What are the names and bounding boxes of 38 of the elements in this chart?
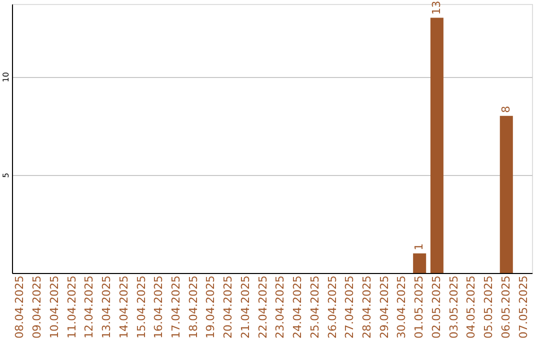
x-tick-label: 04.05.2025	[464, 276, 478, 338]
x-tick-label: 08.04.2025	[13, 276, 26, 338]
x-tick-label: 24.04.2025	[291, 276, 304, 338]
x-tick-label: 16.04.2025	[152, 276, 166, 338]
x-tick-label: 03.05.2025	[447, 276, 460, 338]
bar	[430, 18, 444, 273]
x-tick-label: 26.04.2025	[326, 276, 339, 338]
x-tick-label: 13.04.2025	[100, 276, 114, 338]
x-tick-label: 23.04.2025	[274, 276, 287, 338]
x-tick-label: 10.04.2025	[48, 276, 61, 338]
x-tick-label: 01.05.2025	[412, 276, 426, 338]
x-tick-label: 27.04.2025	[343, 276, 356, 338]
data-label: 1	[412, 243, 426, 250]
x-tick-label: 15.04.2025	[134, 276, 148, 338]
x-tick-label: 07.05.2025	[516, 276, 530, 338]
x-tick-label: 14.04.2025	[117, 276, 130, 338]
y-tick-label: 5	[2, 172, 10, 178]
x-tick-label: 09.04.2025	[30, 276, 44, 338]
x-tick-label: 11.04.2025	[65, 276, 78, 338]
x-tick-label: 22.04.2025	[256, 276, 270, 338]
data-label: 13	[430, 0, 443, 15]
y-tick-label: 10	[2, 72, 10, 82]
x-tick-label: 29.04.2025	[378, 276, 391, 338]
x-tick-label: 20.04.2025	[222, 276, 235, 338]
x-tick-label: 02.05.2025	[430, 276, 443, 338]
bar	[500, 116, 513, 273]
x-tick-label: 12.04.2025	[82, 276, 96, 338]
x-tick-label: 06.05.2025	[499, 276, 512, 338]
x-tick-label: 17.04.2025	[170, 276, 183, 338]
x-tick-label: 21.04.2025	[238, 276, 252, 338]
x-tick-label: 05.05.2025	[482, 276, 496, 338]
x-tick-label: 19.04.2025	[204, 276, 218, 338]
bar	[413, 253, 426, 273]
data-label: 8	[499, 106, 512, 113]
x-tick-label: 25.04.2025	[308, 276, 322, 338]
x-tick-label: 18.04.2025	[186, 276, 200, 338]
x-tick-label: 30.04.2025	[395, 276, 408, 338]
x-tick-label: 28.04.2025	[360, 276, 374, 338]
